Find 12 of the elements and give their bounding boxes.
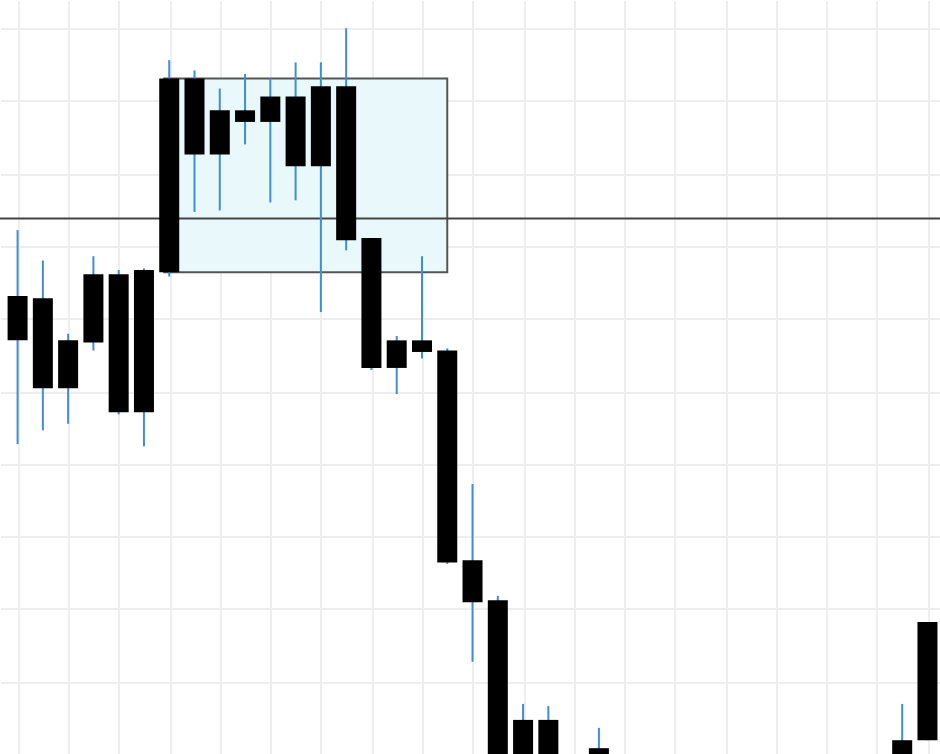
candlestick	[386, 335, 407, 396]
candlestick	[235, 73, 256, 146]
candlestick	[411, 255, 432, 360]
candlestick	[7, 229, 28, 446]
candlestick	[260, 77, 281, 204]
candlestick	[538, 705, 559, 754]
candlestick	[892, 702, 913, 754]
candlestick	[58, 332, 79, 425]
candlestick	[462, 483, 483, 663]
candlestick	[588, 726, 609, 754]
candlestick	[513, 702, 534, 754]
candlestick	[209, 87, 230, 212]
